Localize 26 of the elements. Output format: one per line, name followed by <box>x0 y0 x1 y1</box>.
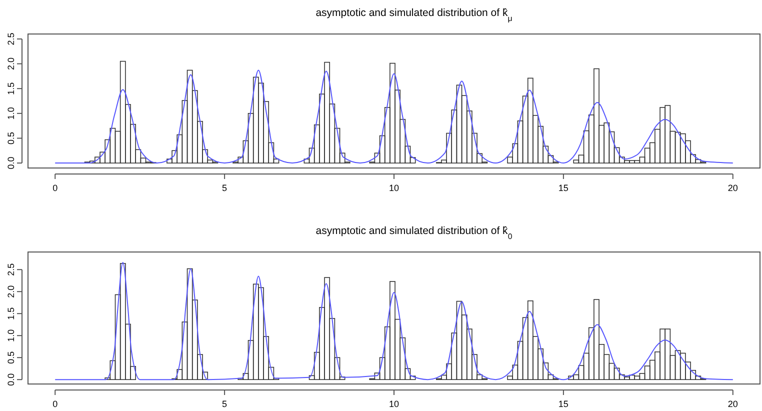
y-tick-label: 2.0 <box>6 285 16 298</box>
chart-title: asymptotic and simulated distribution of k̂$_{μ}$ <box>316 7 512 22</box>
y-tick-label: 1.0 <box>6 107 16 120</box>
x-tick-label: 20 <box>728 183 738 193</box>
chart-title: asymptotic and simulated distribution of k̂$_{0}$ <box>316 225 513 240</box>
y-tick-label: 0.0 <box>6 156 16 170</box>
x-tick-label: 0 <box>52 183 58 193</box>
x-tick-label: 15 <box>558 399 568 409</box>
y-tick-label: 0.5 <box>6 351 16 364</box>
y-tick-label: 1.5 <box>6 82 16 95</box>
x-tick-label: 5 <box>222 183 228 193</box>
y-tick-label: 0.5 <box>6 132 16 144</box>
y-tick-label: 2.5 <box>6 32 16 46</box>
x-tick-label: 10 <box>388 183 400 193</box>
x-tick-label: 0 <box>52 399 58 409</box>
line-series <box>54 70 734 164</box>
y-tick-label: 2.0 <box>6 58 16 70</box>
y-tick-label: 2.5 <box>6 263 16 276</box>
x-tick-label: 15 <box>558 183 568 193</box>
y-tick-label: 1.5 <box>6 307 16 320</box>
line-series <box>54 262 734 380</box>
y-tick-label: 1.0 <box>6 329 16 342</box>
y-tick-label: 0.0 <box>6 373 16 386</box>
x-tick-label: 10 <box>388 399 400 409</box>
x-tick-label: 20 <box>728 399 738 409</box>
x-tick-label: 5 <box>222 399 228 409</box>
